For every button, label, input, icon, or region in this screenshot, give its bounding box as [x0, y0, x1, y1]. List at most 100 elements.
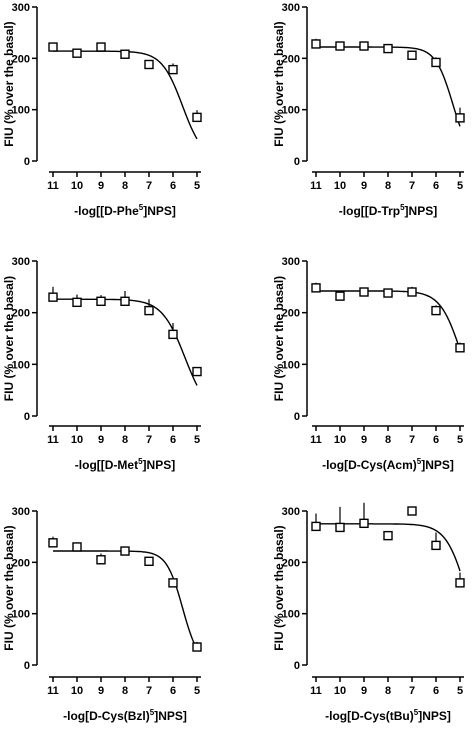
y-axis-label: FIU (% over the basal) — [272, 525, 286, 650]
y-tick-label: 200 — [12, 308, 30, 320]
y-tick-label: 100 — [282, 105, 300, 117]
data-point — [144, 59, 154, 70]
x-tick-label: 6 — [433, 180, 439, 192]
y-axis-label: FIU (% over the basal) — [272, 276, 286, 401]
x-tick-label: 6 — [433, 434, 439, 446]
y-tick-label: 300 — [12, 256, 30, 268]
data-point — [192, 112, 202, 123]
y-tick-label: 0 — [24, 660, 30, 672]
data-point — [48, 42, 58, 52]
data-point — [48, 292, 58, 302]
x-tick-label: 11 — [47, 434, 59, 446]
chart-panel-3: 0 100 200 300 FIU (% over the basal) 11 10 9 8 7 6… — [2, 256, 202, 472]
data-point — [96, 42, 106, 52]
data-point — [192, 642, 202, 652]
x-tick-label: 9 — [361, 685, 367, 697]
y-tick-label: 200 — [282, 53, 300, 65]
data-point — [120, 546, 130, 556]
x-tick-label: 5 — [457, 434, 463, 446]
data-point — [311, 521, 321, 532]
x-tick-label: 5 — [457, 180, 463, 192]
y-tick-label: 0 — [294, 411, 300, 423]
data-point — [311, 283, 321, 293]
x-tick-label: 8 — [385, 434, 391, 446]
data-point — [407, 287, 417, 297]
x-tick-label: 10 — [334, 180, 346, 192]
data-point — [383, 288, 393, 298]
y-tick-label: 0 — [24, 156, 30, 168]
fit-curve — [53, 550, 198, 650]
data-point — [311, 39, 321, 49]
x-tick-label: 11 — [310, 685, 322, 697]
x-tick-label: 10 — [71, 685, 83, 697]
data-point — [455, 343, 465, 353]
y-axis-label: FIU (% over the basal) — [272, 21, 286, 146]
y-tick-label: 0 — [294, 156, 300, 168]
x-axis-label: -log[[D-Trp5]NPS] — [339, 203, 437, 218]
data-point — [96, 296, 106, 306]
x-tick-label: 6 — [170, 434, 176, 446]
y-tick-label: 300 — [12, 2, 30, 14]
chart-panel-2: 0 100 200 300 FIU (% over the basal) 11 10 9 8 7 6… — [272, 2, 465, 218]
y-tick-label: 300 — [282, 2, 300, 14]
y-tick-label: 0 — [294, 660, 300, 672]
data-point — [168, 64, 178, 75]
x-tick-label: 6 — [170, 180, 176, 192]
data-point — [168, 329, 178, 340]
x-axis-label: -log[[D-Met5]NPS] — [75, 457, 175, 472]
y-tick-label: 100 — [12, 609, 30, 621]
y-axis-label: FIU (% over the basal) — [2, 525, 16, 650]
y-tick-label: 100 — [12, 359, 30, 371]
data-point — [96, 555, 106, 565]
y-tick-label: 200 — [282, 557, 300, 569]
fit-curve — [53, 298, 198, 386]
x-tick-label: 11 — [310, 180, 322, 192]
x-axis-label: -log[[D-Phe5]NPS] — [74, 203, 176, 218]
data-point — [431, 540, 441, 551]
data-point — [335, 522, 345, 533]
chart-panel-5: 0 100 200 300 FIU (% over the basal) 11 10 9 8 7 6… — [2, 506, 202, 723]
x-tick-label: 7 — [146, 685, 152, 697]
data-point — [48, 538, 58, 548]
data-point — [192, 366, 202, 377]
y-tick-label: 100 — [282, 359, 300, 371]
data-point — [455, 578, 465, 588]
y-axis-label: FIU (% over the basal) — [2, 21, 16, 146]
x-tick-label: 9 — [98, 685, 104, 697]
y-tick-label: 100 — [282, 609, 300, 621]
data-point — [383, 530, 393, 541]
x-tick-label: 7 — [409, 180, 415, 192]
data-point — [359, 287, 369, 297]
data-point — [335, 41, 345, 51]
x-tick-label: 8 — [385, 180, 391, 192]
x-tick-label: 8 — [122, 434, 128, 446]
data-point — [335, 291, 345, 301]
x-tick-label: 10 — [334, 685, 346, 697]
x-axis-label: -log[D-Cys(tBu)5]NPS] — [325, 708, 451, 723]
y-tick-label: 300 — [282, 506, 300, 518]
data-point — [168, 578, 178, 588]
data-point — [383, 43, 393, 54]
y-axis-label: FIU (% over the basal) — [2, 276, 16, 401]
x-axis-label: -log[D-Cys(Bzl)5]NPS] — [63, 708, 187, 723]
y-tick-label: 300 — [12, 506, 30, 518]
x-tick-label: 7 — [409, 434, 415, 446]
fit-curve — [53, 50, 198, 140]
x-tick-label: 5 — [194, 180, 200, 192]
y-tick-label: 100 — [12, 105, 30, 117]
x-tick-label: 9 — [361, 434, 367, 446]
y-tick-label: 200 — [12, 557, 30, 569]
data-point — [431, 57, 441, 68]
y-tick-label: 300 — [282, 256, 300, 268]
data-point — [72, 297, 82, 308]
data-point — [359, 41, 369, 51]
y-tick-label: 200 — [12, 53, 30, 65]
x-tick-label: 8 — [385, 685, 391, 697]
chart-panel-4: 0 100 200 300 FIU (% over the basal) 11 10 9 8 7 6… — [272, 256, 465, 472]
x-tick-label: 9 — [361, 180, 367, 192]
data-point — [72, 48, 82, 58]
data-point — [407, 50, 417, 60]
x-tick-label: 6 — [433, 685, 439, 697]
x-tick-label: 10 — [71, 180, 83, 192]
